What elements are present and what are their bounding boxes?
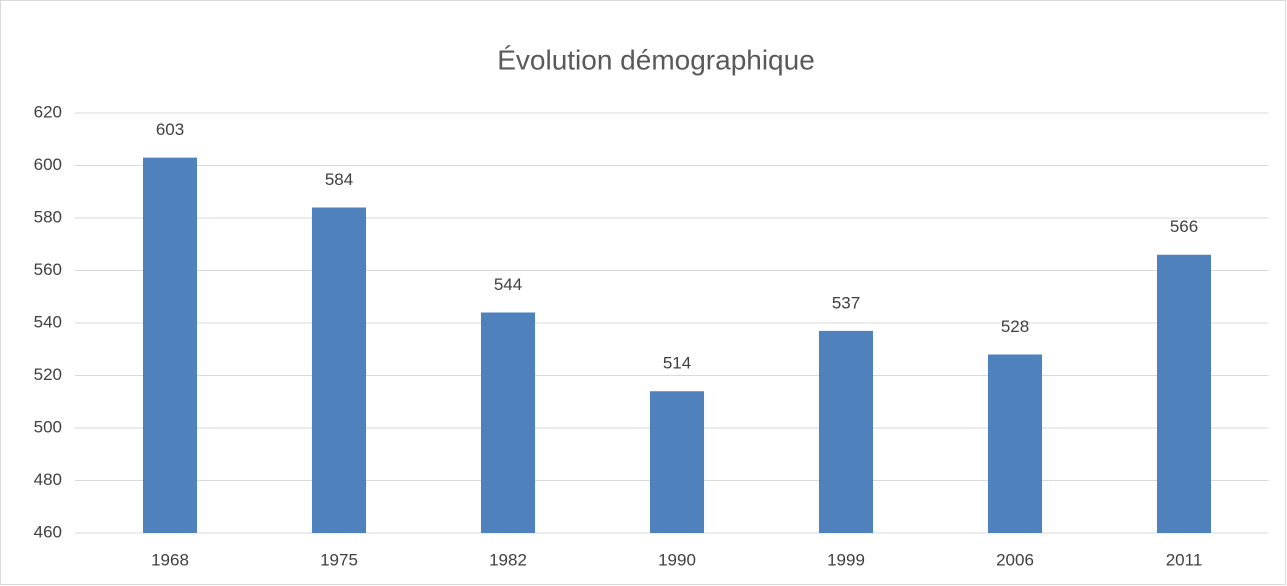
y-tick-label: 580 — [34, 207, 62, 226]
bar — [1156, 254, 1212, 533]
x-tick-label: 2011 — [1166, 550, 1203, 569]
y-tick-label: 540 — [34, 312, 62, 331]
y-tick-label: 620 — [34, 102, 62, 121]
x-tick-label: 1975 — [320, 550, 358, 569]
x-tick-label: 2006 — [996, 550, 1034, 569]
x-tick-label: 1968 — [151, 550, 189, 569]
y-tick-label: 520 — [34, 365, 62, 384]
x-tick-label: 1982 — [489, 550, 527, 569]
data-label: 603 — [156, 120, 184, 139]
y-tick-label: 500 — [34, 417, 62, 436]
y-tick-label: 560 — [34, 260, 62, 279]
data-label: 537 — [832, 293, 860, 312]
y-tick-label: 600 — [34, 155, 62, 174]
x-tick-label: 1999 — [827, 550, 865, 569]
bar — [818, 330, 874, 533]
data-label: 584 — [325, 170, 353, 189]
y-tick-label: 460 — [34, 522, 62, 541]
bar — [987, 354, 1043, 533]
data-label: 528 — [1001, 317, 1029, 336]
data-label: 514 — [663, 354, 691, 373]
data-label: 544 — [494, 275, 522, 294]
y-tick-label: 480 — [34, 470, 62, 489]
bar — [142, 157, 198, 533]
x-tick-label: 1990 — [658, 550, 696, 569]
bar — [311, 207, 367, 533]
chart-title: Évolution démographique — [497, 44, 815, 75]
data-label: 566 — [1170, 217, 1198, 236]
bar — [480, 312, 536, 533]
bar — [649, 391, 705, 533]
